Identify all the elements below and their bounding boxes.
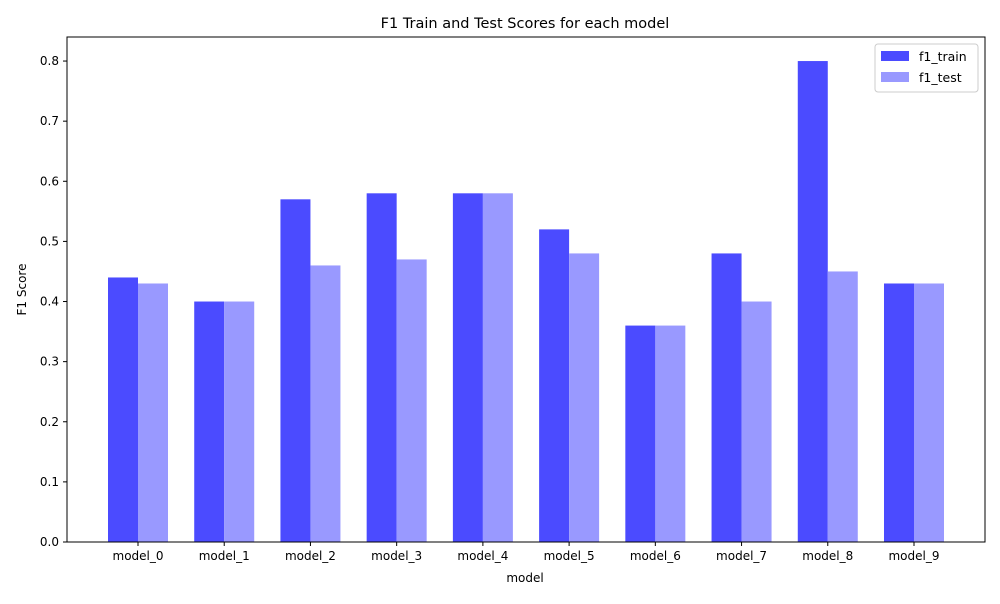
bar-f1-train-model-3	[366, 193, 397, 543]
legend-label-f1-train: f1_train	[919, 49, 967, 64]
bar-f1-test-model-5	[569, 253, 600, 542]
legend-label-f1-test: f1_test	[919, 70, 962, 85]
bar-f1-train-model-2	[280, 199, 311, 543]
chart-title: F1 Train and Test Scores for each model	[381, 16, 670, 32]
x-tick-label: model_9	[888, 549, 939, 563]
y-tick-label: 0.5	[40, 234, 59, 248]
y-axis: 0.0 0.1 0.2 0.3 0.4 0.5 0.6 0.7 0.8	[40, 54, 67, 549]
bar-f1-train-model-8	[797, 61, 828, 543]
bar-f1-test-model-4	[482, 193, 513, 543]
bars-group	[108, 61, 944, 543]
bar-f1-test-model-7	[741, 301, 772, 542]
bar-f1-test-model-0	[138, 283, 168, 542]
bar-f1-train-model-0	[108, 277, 138, 542]
y-tick-label: 0.0	[40, 535, 59, 549]
y-tick-label: 0.7	[40, 114, 59, 128]
bar-f1-test-model-3	[396, 259, 427, 542]
y-tick-label: 0.6	[40, 174, 59, 188]
x-tick-label: model_6	[630, 549, 681, 563]
y-tick-label: 0.1	[40, 475, 59, 489]
y-tick-label: 0.3	[40, 355, 59, 369]
bar-f1-test-model-9	[913, 283, 944, 542]
bar-f1-test-model-1	[224, 301, 255, 542]
legend: f1_train f1_test	[874, 43, 979, 93]
y-tick-label: 0.2	[40, 415, 59, 429]
bar-f1-test-model-2	[310, 265, 341, 542]
x-tick-label: model_3	[371, 549, 422, 563]
bar-f1-train-model-7	[711, 253, 742, 542]
x-tick-label: model_1	[199, 549, 250, 563]
legend-swatch-f1-test	[881, 72, 909, 82]
x-tick-label: model_7	[716, 549, 767, 563]
x-axis-label: model	[506, 571, 543, 585]
bar-f1-test-model-6	[655, 325, 686, 542]
bar-f1-train-model-4	[452, 193, 483, 543]
x-tick-label: model_0	[113, 549, 164, 563]
x-tick-label: model_2	[285, 549, 336, 563]
plot-frame	[66, 36, 986, 543]
bar-f1-train-model-5	[539, 229, 570, 542]
y-tick-label: 0.8	[40, 54, 59, 68]
bar-f1-train-model-1	[194, 301, 225, 542]
y-axis-label: F1 Score	[15, 264, 29, 316]
bar-f1-test-model-8	[827, 271, 858, 542]
legend-swatch-f1-train	[881, 51, 909, 61]
x-tick-label: model_8	[802, 549, 853, 563]
x-tick-label: model_5	[544, 549, 595, 563]
x-tick-label: model_4	[457, 549, 508, 563]
bar-f1-train-model-9	[883, 283, 914, 542]
y-tick-label: 0.4	[40, 295, 59, 309]
x-axis: model_0 model_1 model_2 model_3 model_4 model…	[113, 542, 939, 563]
bar-f1-train-model-6	[625, 325, 656, 542]
